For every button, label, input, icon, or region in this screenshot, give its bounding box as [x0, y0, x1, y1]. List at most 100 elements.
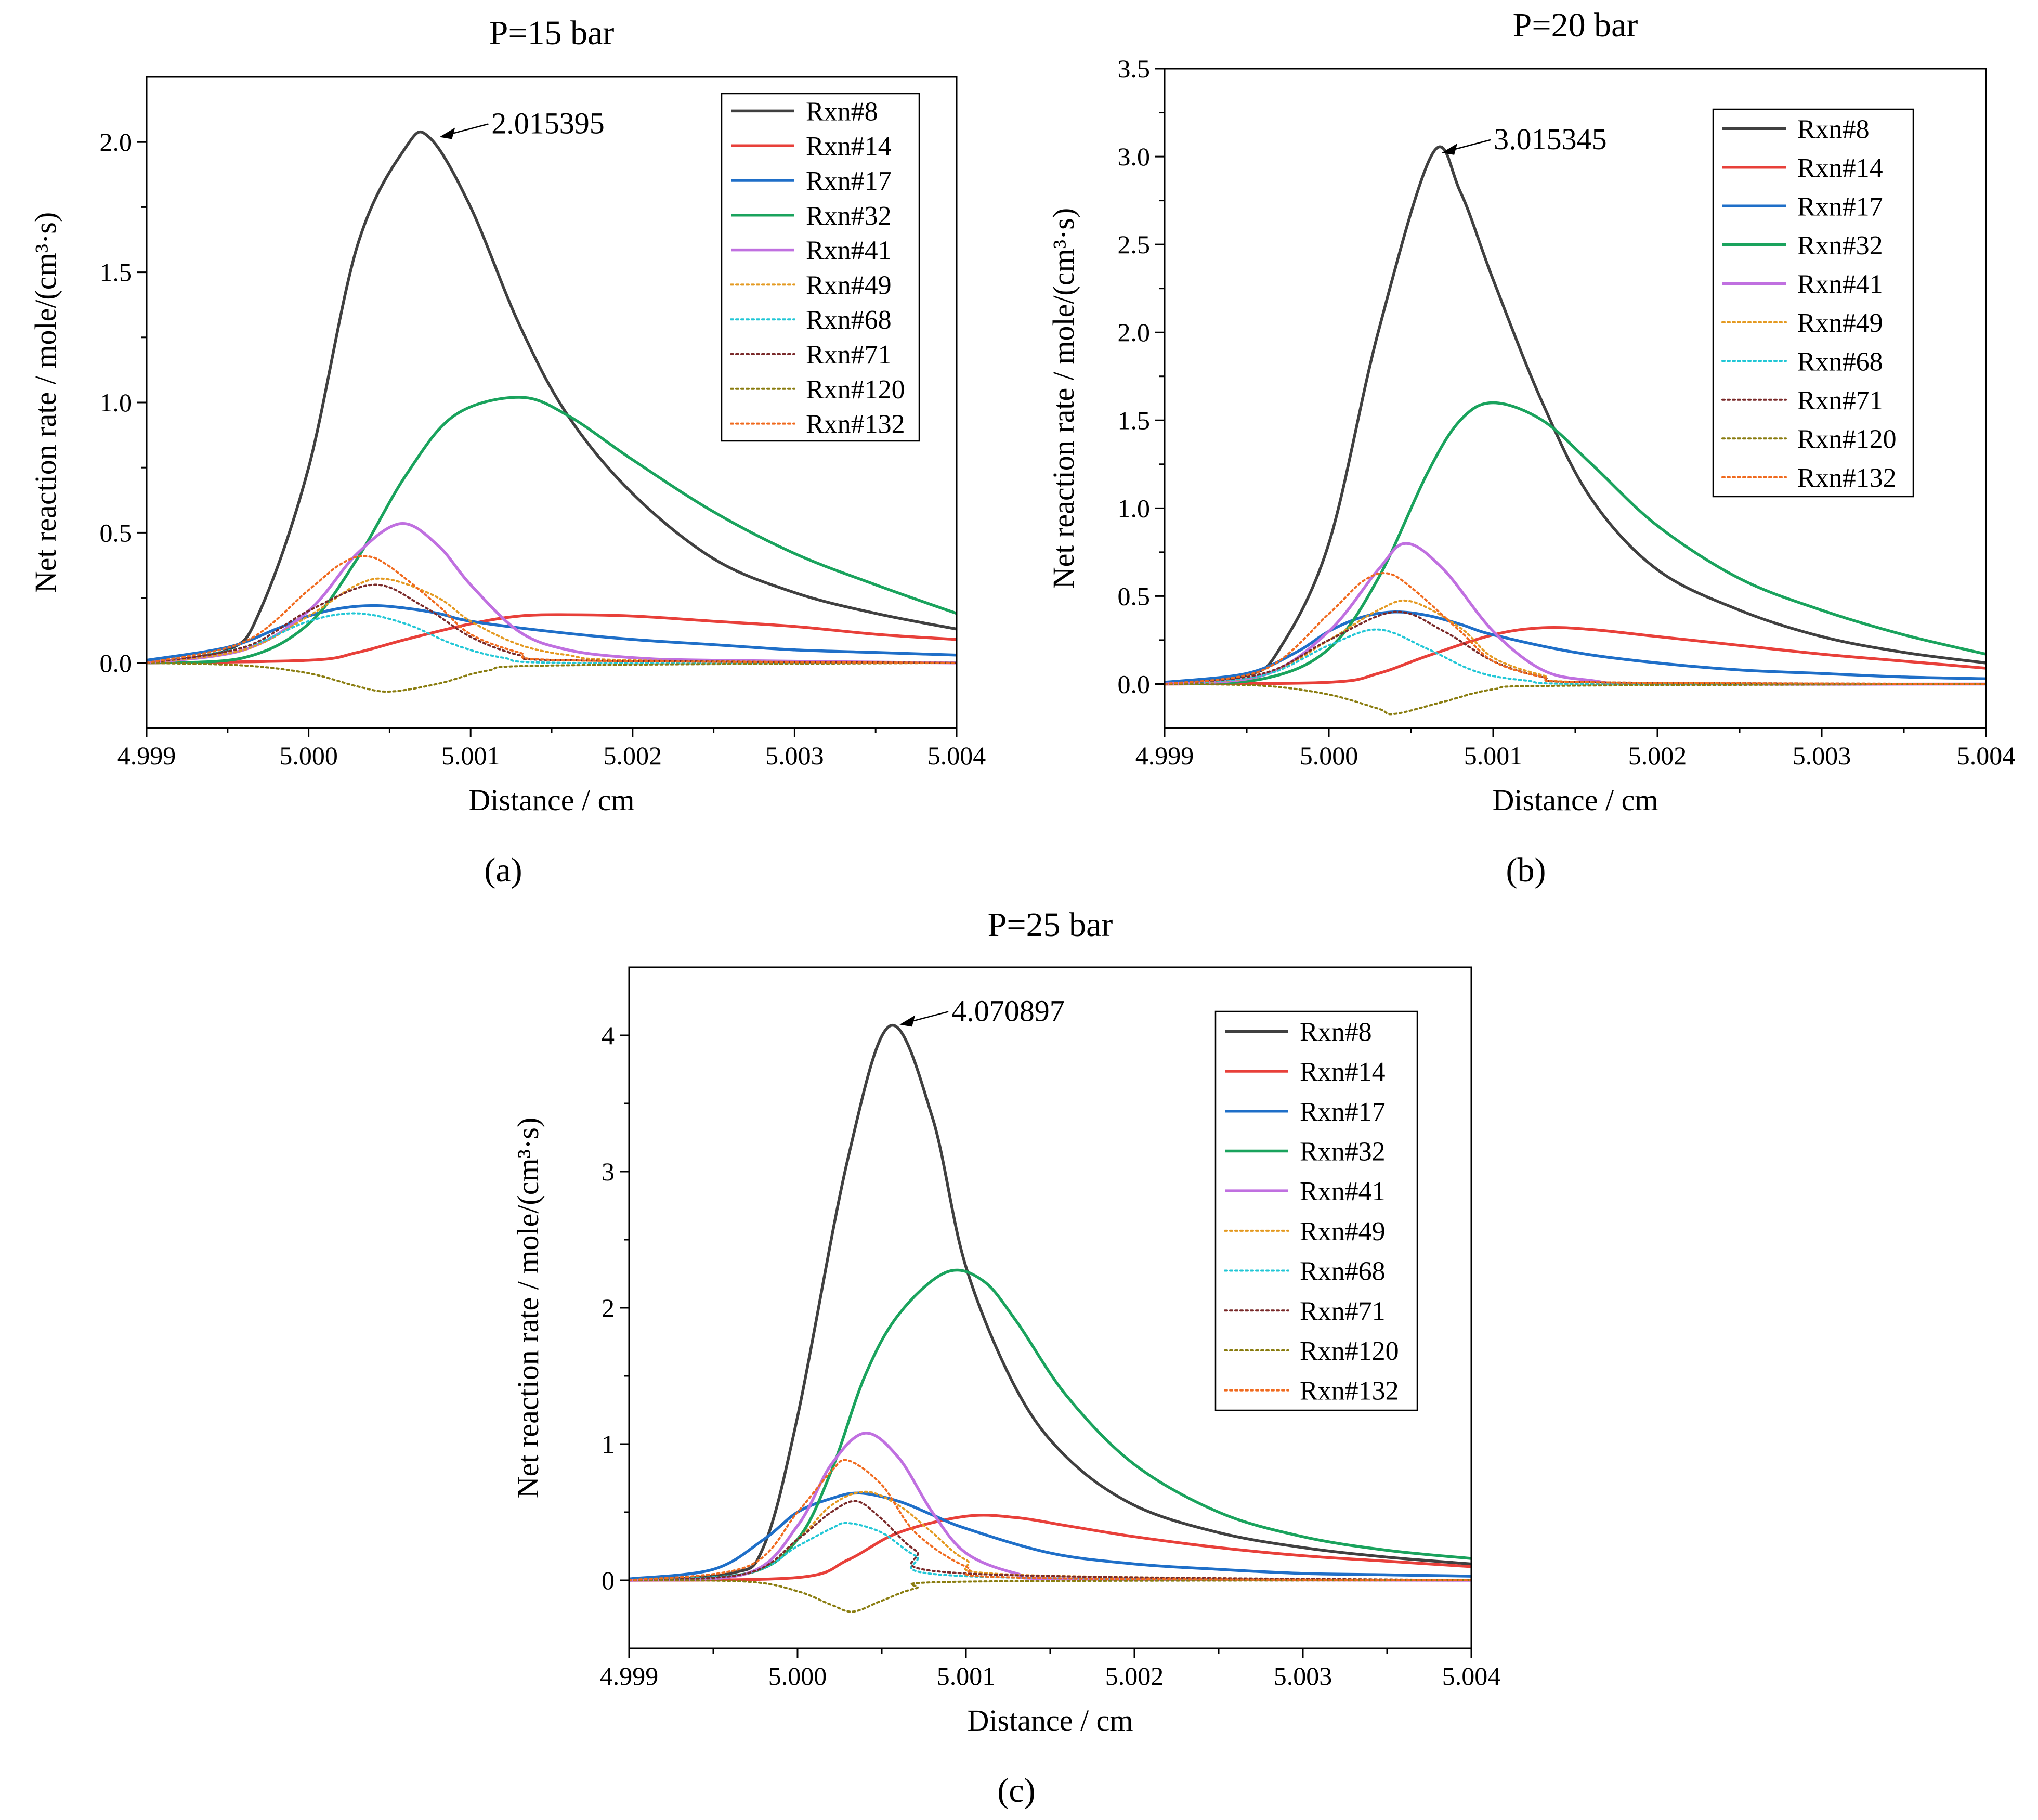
y-tick-label: 1.0 — [1118, 493, 1151, 523]
legend-label: Rxn#132 — [1300, 1376, 1399, 1406]
x-tick-label: 5.004 — [1442, 1661, 1501, 1691]
y-tick-label: 2.0 — [1118, 318, 1151, 347]
annotation-arrow-line — [1453, 139, 1491, 151]
y-tick-label: 1.0 — [100, 388, 133, 417]
chart-panel-1: P=15 bar 4.999 5.000 5.001 5.002 5.003 5.004 0.… — [29, 14, 986, 817]
x-tick-label: 5.001 — [1464, 741, 1523, 770]
series-line-rxn17 — [1165, 610, 1986, 684]
legend-label: Rxn#41 — [806, 236, 892, 266]
legend: Rxn#8 Rxn#14 Rxn#17 Rxn#32 Rxn#41 Rxn#49 Rxn#6… — [1712, 108, 1914, 498]
x-tick-label: 5.004 — [927, 741, 986, 770]
y-axis-label: Net reaction rate / mole/(cm³·s) — [511, 1117, 545, 1498]
annotation-label: 3.015345 — [1494, 122, 1607, 156]
legend-label: Rxn#8 — [1300, 1017, 1372, 1047]
y-tick-label: 0 — [602, 1566, 615, 1595]
y-tick-label: 2.0 — [100, 127, 133, 157]
legend-label: Rxn#14 — [806, 132, 892, 161]
x-tick-label: 5.000 — [1300, 741, 1358, 770]
series-line-rxn71 — [629, 1500, 1471, 1581]
chart-title: P=20 bar — [1513, 6, 1638, 44]
legend: Rxn#8 Rxn#14 Rxn#17 Rxn#32 Rxn#41 Rxn#49 Rxn#6… — [1214, 1010, 1418, 1411]
series-line-rxn120 — [1165, 683, 1986, 716]
legend-label: Rxn#41 — [1797, 269, 1883, 299]
series-line-rxn132 — [147, 555, 957, 664]
legend-label: Rxn#132 — [806, 410, 905, 439]
legend-label: Rxn#32 — [1300, 1137, 1386, 1166]
annotation-label: 2.015395 — [491, 106, 605, 140]
charts-layer: P=15 bar 4.999 5.000 5.001 5.002 5.003 5.004 0.… — [29, 6, 2015, 1737]
annotation-arrow-line — [450, 123, 489, 135]
legend-label: Rxn#8 — [806, 97, 878, 126]
y-tick-label: 1.5 — [1118, 406, 1151, 435]
legend-box — [1214, 1010, 1418, 1411]
legend-label: Rxn#120 — [1300, 1336, 1399, 1366]
series-line-rxn8 — [629, 1023, 1471, 1582]
series-line-rxn132 — [1165, 572, 1986, 685]
series-line-rxn14 — [1165, 626, 1986, 686]
series-line-rxn8 — [1165, 145, 1986, 686]
panel-label-b: (b) — [1506, 851, 1546, 889]
legend-label: Rxn#71 — [1300, 1296, 1386, 1326]
x-axis-label: Distance / cm — [1493, 783, 1658, 817]
x-tick-label: 5.003 — [1274, 1661, 1332, 1691]
x-tick-label: 5.000 — [768, 1661, 827, 1691]
panel-label-a: (a) — [484, 851, 522, 889]
legend-label: Rxn#8 — [1797, 114, 1870, 144]
y-tick-label: 3 — [602, 1157, 615, 1186]
y-tick-label: 2.5 — [1118, 230, 1151, 259]
x-tick-label: 5.000 — [279, 741, 338, 770]
series-line-rxn41 — [147, 522, 957, 665]
legend: Rxn#8 Rxn#14 Rxn#17 Rxn#32 Rxn#41 Rxn#49 Rxn#6… — [721, 93, 920, 442]
x-axis-label: Distance / cm — [469, 783, 635, 817]
legend-label: Rxn#71 — [806, 340, 892, 370]
x-tick-label: 4.999 — [117, 741, 176, 770]
legend-label: Rxn#14 — [1797, 153, 1883, 183]
legend-label: Rxn#49 — [1797, 308, 1883, 338]
legend-label: Rxn#120 — [1797, 424, 1897, 454]
series-line-rxn132 — [629, 1459, 1471, 1581]
chart-panel-2: P=20 bar 4.999 5.000 5.001 5.002 5.003 5.004 0.… — [1047, 6, 2015, 817]
annotation-arrow-head — [899, 1015, 916, 1027]
annotation-arrow-line — [910, 1011, 949, 1022]
x-axis-label: Distance / cm — [968, 1704, 1133, 1737]
legend-label: Rxn#41 — [1300, 1177, 1386, 1206]
y-tick-label: 0.5 — [1118, 581, 1151, 610]
x-tick-label: 5.004 — [1957, 741, 2016, 770]
legend-label: Rxn#17 — [1797, 192, 1883, 222]
legend-label: Rxn#17 — [1300, 1097, 1386, 1127]
y-tick-label: 0.0 — [1118, 669, 1151, 698]
legend-label: Rxn#14 — [1300, 1057, 1386, 1087]
series-line-rxn68 — [147, 612, 957, 665]
chart-title: P=15 bar — [489, 14, 615, 52]
legend-label: Rxn#49 — [1300, 1217, 1386, 1246]
x-tick-label: 5.001 — [937, 1661, 996, 1691]
annotation-arrow-head — [1442, 143, 1458, 155]
legend-label: Rxn#120 — [806, 375, 905, 405]
legend-label: Rxn#49 — [806, 270, 892, 300]
series-line-rxn32 — [1165, 401, 1986, 686]
series-line-rxn8 — [147, 130, 957, 665]
series-line-rxn120 — [629, 1579, 1471, 1613]
chart-title: P=25 bar — [988, 906, 1113, 944]
panel-label-c: (c) — [997, 1772, 1035, 1810]
x-tick-label: 4.999 — [1135, 741, 1194, 770]
legend-label: Rxn#68 — [1797, 347, 1883, 376]
legend-label: Rxn#132 — [1797, 463, 1897, 493]
x-tick-label: 5.002 — [1105, 1661, 1164, 1691]
annotation-arrow-head — [439, 127, 455, 139]
x-tick-label: 5.001 — [441, 741, 500, 770]
y-axis-label: Net reaction rate / mole/(cm³·s) — [1047, 208, 1080, 589]
y-tick-label: 3.0 — [1118, 142, 1151, 171]
legend-box — [721, 93, 920, 442]
x-tick-label: 5.002 — [604, 741, 662, 770]
legend-label: Rxn#68 — [806, 305, 892, 335]
y-axis-label: Net reaction rate / mole/(cm³·s) — [29, 212, 62, 593]
x-tick-label: 5.003 — [765, 741, 824, 770]
y-tick-label: 0.5 — [100, 518, 133, 547]
legend-label: Rxn#32 — [806, 201, 892, 231]
series-line-rxn32 — [629, 1268, 1471, 1582]
legend-label: Rxn#32 — [1797, 231, 1883, 261]
legend-box — [1712, 108, 1914, 498]
series-line-rxn120 — [147, 661, 957, 693]
x-tick-label: 4.999 — [600, 1661, 659, 1691]
